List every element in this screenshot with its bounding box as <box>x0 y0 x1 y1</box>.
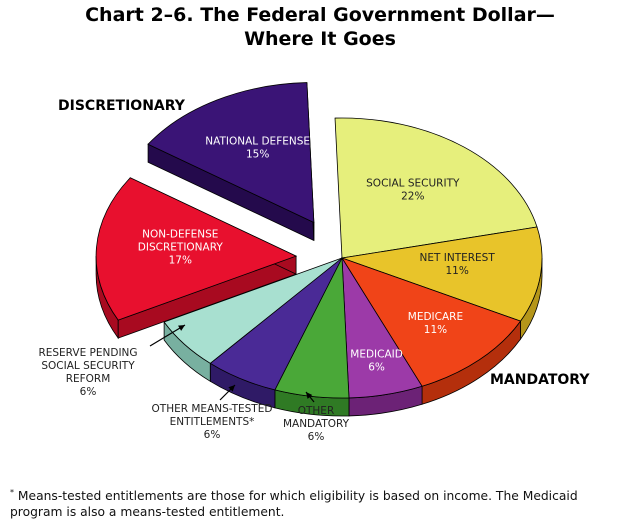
chart-title-line-2: Where It Goes <box>244 28 396 50</box>
slice-label-medicare: MEDICARE 11% <box>408 311 463 336</box>
slice-label-reserve-pending: RESERVE PENDING SOCIAL SECURITY REFORM 6% <box>38 347 137 398</box>
slice-net-interest <box>341 226 543 322</box>
slice-label-national-defense: NATIONAL DEFENSE 15% <box>205 135 310 160</box>
mandatory-group-label: MANDATORY <box>490 372 590 388</box>
chart-title-line-1: Chart 2–6. The Federal Government Dollar… <box>85 4 555 26</box>
slice-label-social-security: SOCIAL SECURITY 22% <box>366 178 460 203</box>
slice-label-non-defense: NON-DEFENSE DISCRETIONARY 17% <box>138 228 224 266</box>
footnote-text: Means-tested entitlements are those for … <box>10 489 578 520</box>
leader-reserve-pending <box>149 324 186 347</box>
slice-social-security <box>334 117 538 259</box>
slice-label-net-interest: NET INTEREST 11% <box>420 252 496 277</box>
arrowhead-other-mandatory <box>306 392 313 399</box>
slice-reserve-pending <box>163 257 343 364</box>
footnote-marker: * <box>10 488 14 497</box>
arrowhead-other-means-tested <box>228 385 235 392</box>
slice-national-defense <box>147 82 315 224</box>
slice-medicare <box>341 257 522 387</box>
slice-label-other-mandatory: OTHER MANDATORY 6% <box>283 405 350 443</box>
footnote: * Means-tested entitlements are those fo… <box>10 485 632 520</box>
discretionary-group-label: DISCRETIONARY <box>58 98 185 114</box>
slice-label-other-means-tested: OTHER MEANS-TESTED ENTITLEMENTS* 6% <box>152 403 273 441</box>
slice-non-defense <box>95 177 298 321</box>
slice-label-medicaid: MEDICAID 6% <box>350 348 403 373</box>
arrowhead-reserve-pending <box>178 325 185 331</box>
